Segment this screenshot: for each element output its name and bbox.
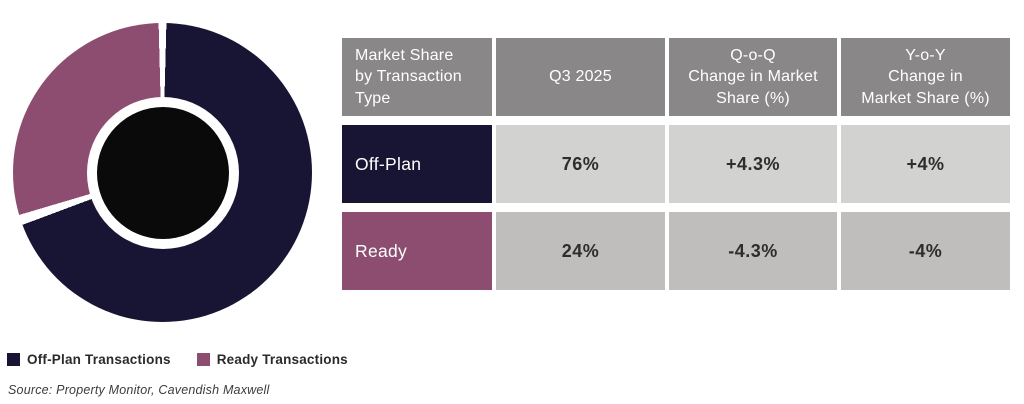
offplan-qoq-value: +4.3% [669, 125, 837, 203]
source-note: Source: Property Monitor, Cavendish Maxw… [8, 383, 270, 397]
header-q3-2025: Q3 2025 [496, 38, 665, 116]
donut-center-disc [96, 106, 229, 239]
ready-qoq-value: -4.3% [669, 212, 837, 290]
row-label-offplan: Off-Plan [342, 125, 492, 203]
ready-share-value: 24% [496, 212, 665, 290]
offplan-swatch-icon [7, 353, 20, 366]
market-share-table: Market Share by Transaction Type Q3 2025… [342, 38, 1010, 290]
legend-item-offplan: Off-Plan Transactions [7, 352, 171, 367]
ready-yoy-value: -4% [841, 212, 1010, 290]
offplan-share-value: 76% [496, 125, 665, 203]
header-yoy-change: Y-o-Y Change in Market Share (%) [841, 38, 1010, 116]
legend-label-ready: Ready Transactions [216, 352, 348, 367]
header-transaction-type: Market Share by Transaction Type [342, 38, 492, 116]
row-label-ready: Ready [342, 212, 492, 290]
donut-chart [13, 23, 312, 322]
legend-item-ready: Ready Transactions [196, 352, 348, 367]
ready-swatch-icon [196, 353, 210, 366]
header-qoq-change: Q-o-Q Change in Market Share (%) [669, 38, 837, 116]
chart-legend: Off-Plan Transactions Ready Transactions [7, 352, 348, 367]
legend-label-offplan: Off-Plan Transactions [27, 352, 171, 367]
offplan-yoy-value: +4% [841, 125, 1010, 203]
